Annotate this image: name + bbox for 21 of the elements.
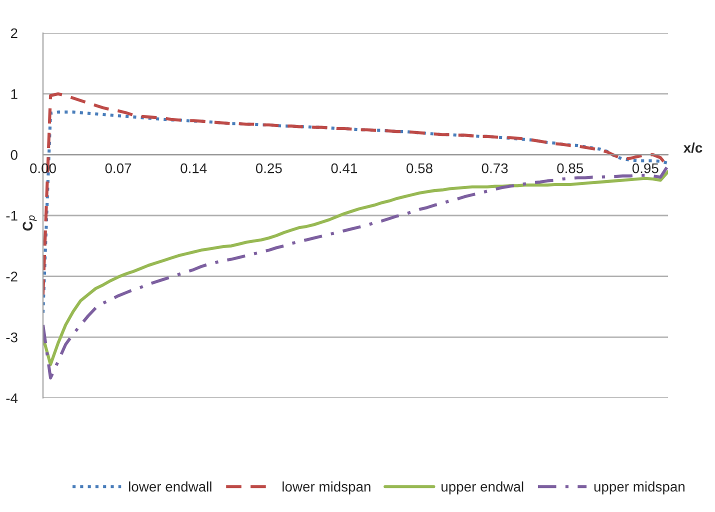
y-tick-label: 1 <box>11 89 18 99</box>
x-axis-title: x/c <box>683 142 702 153</box>
x-tick-label: 0.14 <box>180 163 207 174</box>
y-axis-title: C$_{p}$ <box>22 215 37 231</box>
y-tick-label: -2 <box>6 272 18 282</box>
x-tick-label: 0.58 <box>406 163 432 174</box>
x-tick-label: 0.85 <box>557 163 584 174</box>
y-tick-label: 2 <box>10 28 18 38</box>
y-tick-label: -1 <box>6 210 18 221</box>
x-tick-label: 0.41 <box>331 163 358 174</box>
x-tick-label: 0.95 <box>632 163 658 174</box>
legend-label: lower midspan <box>282 481 370 494</box>
legend-label: upper endwal <box>442 481 524 494</box>
y-tick-label: -4 <box>6 393 18 404</box>
legend-label: lower endwall <box>129 481 212 492</box>
x-tick-label: 0.07 <box>105 163 132 174</box>
legend-label: upper midspan <box>594 481 684 494</box>
y-tick-label: -3 <box>6 332 18 342</box>
x-tick-label: 0.73 <box>482 163 508 174</box>
x-tick-label: 0.25 <box>256 163 282 174</box>
y-tick-label: 0 <box>10 150 18 160</box>
